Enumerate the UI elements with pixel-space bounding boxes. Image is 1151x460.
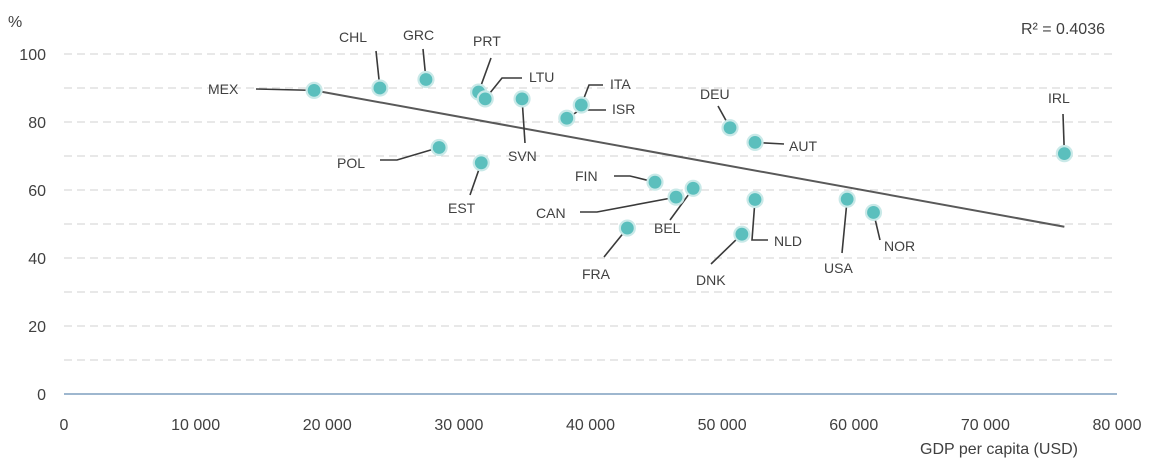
point-label: ISR	[612, 101, 635, 117]
y-tick-label: 60	[28, 183, 46, 200]
data-point	[838, 190, 856, 208]
point-labels: MEX CHL GRC POL PRT EST LTU SVN ISR ITA FRA FIN CAN B…	[208, 27, 1070, 288]
data-point	[472, 154, 490, 172]
leader-line	[841, 199, 848, 254]
leader-line	[751, 199, 768, 241]
point-label: NLD	[774, 233, 802, 249]
data-point	[476, 90, 494, 108]
point-label: LTU	[529, 69, 554, 85]
leader-line	[484, 77, 522, 100]
data-point	[430, 138, 448, 157]
point-label: FIN	[575, 168, 598, 184]
data-point	[667, 188, 685, 206]
point-label: BEL	[654, 220, 681, 236]
leader-line	[380, 146, 440, 161]
point-label: CAN	[536, 205, 566, 221]
x-tick-label: 50 000	[698, 417, 747, 434]
x-tick-label: 10 000	[171, 417, 220, 434]
x-tick-label: 80 000	[1093, 417, 1142, 434]
data-point	[746, 133, 764, 151]
x-tick-label: 20 000	[303, 417, 352, 434]
point-label: SVN	[508, 148, 537, 164]
point-label: IRL	[1048, 90, 1070, 106]
x-axis-label: GDP per capita (USD)	[920, 441, 1078, 458]
gridlines	[64, 53, 1117, 361]
data-point	[733, 225, 751, 243]
point-label: DNK	[696, 272, 726, 288]
point-label: MEX	[208, 81, 239, 97]
leader-line	[580, 196, 677, 213]
y-tick-label: 40	[28, 251, 46, 268]
y-tick-label: 80	[28, 115, 46, 132]
x-tick-label: 30 000	[434, 417, 483, 434]
data-points	[305, 70, 1073, 243]
y-axis-label: %	[8, 14, 22, 31]
point-label: USA	[824, 260, 853, 276]
x-tick-label: 60 000	[829, 417, 878, 434]
data-point	[864, 203, 883, 222]
point-label: NOR	[884, 238, 915, 254]
data-point	[305, 81, 323, 99]
data-point	[513, 90, 531, 108]
data-point	[371, 79, 389, 97]
y-tick-label: 100	[19, 47, 46, 64]
point-label: PRT	[473, 33, 501, 49]
data-point	[646, 173, 664, 191]
point-label: ITA	[610, 76, 631, 92]
data-point	[746, 190, 764, 209]
y-tick-labels: 0 20 40 60 80 100	[19, 47, 46, 404]
point-label: FRA	[582, 266, 611, 282]
x-tick-label: 40 000	[566, 417, 615, 434]
data-point	[572, 96, 590, 114]
trendline	[313, 89, 1065, 228]
point-label: CHL	[339, 29, 367, 45]
data-point	[558, 109, 576, 127]
y-tick-label: 0	[37, 387, 46, 404]
x-tick-label: 70 000	[961, 417, 1010, 434]
point-label: EST	[448, 200, 476, 216]
point-label: DEU	[700, 86, 730, 102]
y-tick-label: 20	[28, 319, 46, 336]
leader-line	[255, 88, 315, 92]
data-point	[684, 179, 702, 197]
r-squared-annotation: R² = 0.4036	[1021, 21, 1105, 38]
x-tick-label: 0	[60, 417, 69, 434]
point-label: POL	[337, 155, 365, 171]
data-point	[417, 70, 435, 89]
data-point	[721, 119, 739, 137]
data-point	[1055, 145, 1073, 163]
point-label: AUT	[789, 138, 817, 154]
x-tick-labels: 0 10 000 20 000 30 000 40 000 50 000 60 000 70 …	[60, 417, 1142, 434]
data-point	[618, 219, 636, 237]
point-label: GRC	[403, 27, 434, 43]
